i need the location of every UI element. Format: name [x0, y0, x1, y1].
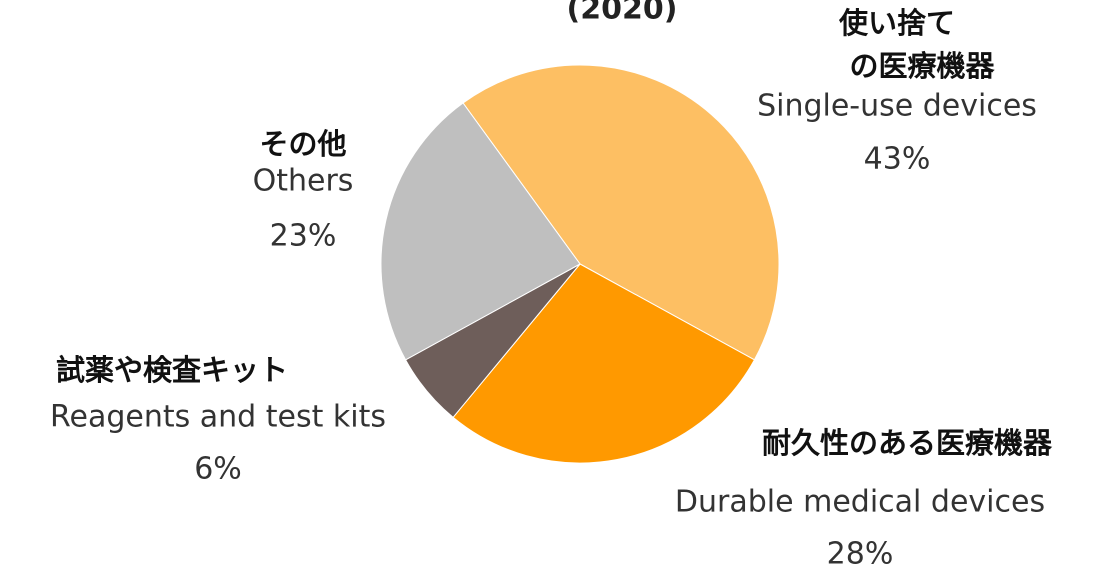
label-ja: その他 — [259, 127, 346, 161]
label-ja: 耐久性のある医療機器 — [762, 426, 1053, 460]
label-en: Single-use devices — [757, 89, 1037, 124]
value-label: 28% — [827, 537, 894, 572]
pie-slice — [462, 64, 780, 361]
value-label: 6% — [194, 452, 242, 487]
pie-slice — [452, 263, 756, 464]
label-en: Durable medical devices — [675, 485, 1045, 520]
chart-title: (2020) — [567, 0, 678, 27]
label-en: Reagents and test kits — [50, 400, 386, 435]
pie-slice — [380, 102, 581, 361]
label-ja: 使い捨て — [838, 6, 955, 40]
label-ja: の医療機器 — [849, 49, 995, 83]
label-ja: 試薬や検査キット — [56, 353, 288, 387]
value-label: 43% — [864, 142, 931, 177]
value-label: 23% — [270, 219, 337, 254]
label-en: Others — [253, 164, 354, 199]
